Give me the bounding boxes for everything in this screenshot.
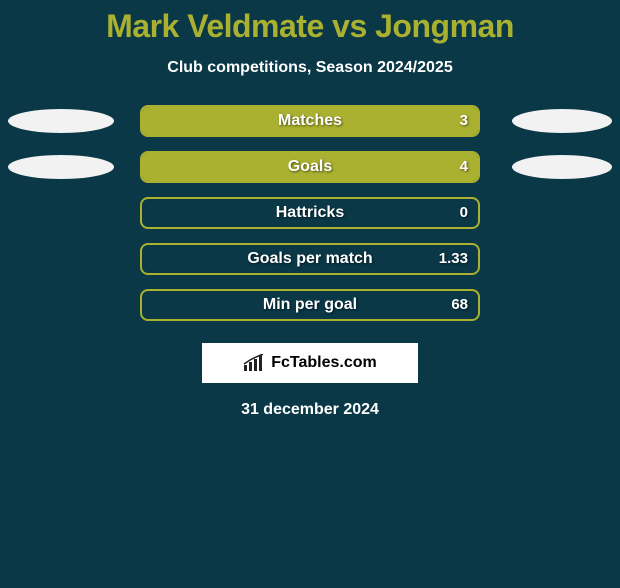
stats-container: Matches3 Goals4 Hattricks0 Goals per match1… xyxy=(0,105,620,321)
stat-row: Min per goal68 xyxy=(0,289,620,321)
stat-label: Goals xyxy=(140,151,480,183)
stat-value: 4 xyxy=(460,151,468,183)
stat-value: 0 xyxy=(460,197,468,229)
datestamp: 31 december 2024 xyxy=(0,401,620,419)
stat-row: Goals4 xyxy=(0,151,620,183)
stat-label: Hattricks xyxy=(140,197,480,229)
stat-label: Min per goal xyxy=(140,289,480,321)
stat-label: Matches xyxy=(140,105,480,137)
page-title: Mark Veldmate vs Jongman xyxy=(0,8,620,45)
player-oval-left xyxy=(8,109,114,133)
stat-value: 3 xyxy=(460,105,468,137)
stat-row: Goals per match1.33 xyxy=(0,243,620,275)
chart-icon xyxy=(243,354,265,372)
player-oval-right xyxy=(512,109,612,133)
branding-badge: FcTables.com xyxy=(202,343,418,383)
player-oval-left xyxy=(8,155,114,179)
player-oval-right xyxy=(512,155,612,179)
stat-row: Hattricks0 xyxy=(0,197,620,229)
branding-text: FcTables.com xyxy=(271,354,377,372)
stat-value: 68 xyxy=(451,289,468,321)
stat-label: Goals per match xyxy=(140,243,480,275)
page-subtitle: Club competitions, Season 2024/2025 xyxy=(0,59,620,77)
stat-value: 1.33 xyxy=(439,243,468,275)
stat-row: Matches3 xyxy=(0,105,620,137)
